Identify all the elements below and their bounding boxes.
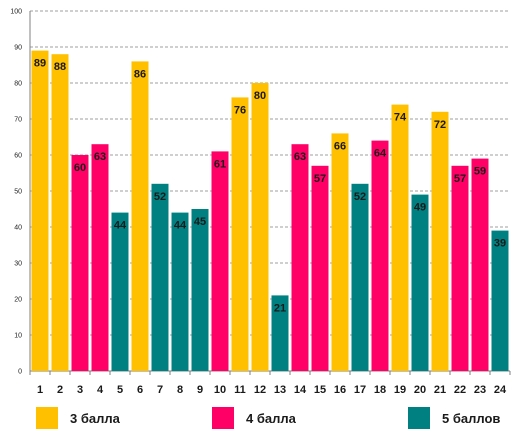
bar bbox=[131, 61, 149, 372]
legend-item-4: 4 балла bbox=[212, 406, 296, 430]
x-tick-label: 20 bbox=[414, 384, 426, 396]
y-tick-label: 50 bbox=[14, 189, 22, 196]
data-label: 39 bbox=[494, 238, 506, 250]
legend-item-5: 5 баллов bbox=[408, 406, 500, 430]
x-tick-labels: 1 2 3 4 5 6 7 8 9 10 11 12 13 14 15 16 17 18 19 20 21 22 23 24 bbox=[37, 384, 507, 396]
data-label: 80 bbox=[254, 90, 266, 102]
y-tick-label: 30 bbox=[14, 261, 22, 268]
y-tick-label: 80 bbox=[14, 81, 22, 88]
bar bbox=[51, 54, 69, 371]
y-tick-label: 90 bbox=[14, 45, 22, 52]
y-tick-labels: 0 10 20 30 40 50 60 70 80 90 100 bbox=[10, 9, 22, 376]
x-tick-label: 8 bbox=[177, 384, 183, 396]
bars bbox=[31, 50, 509, 372]
y-tick-label: 100 bbox=[10, 9, 22, 16]
bar bbox=[71, 155, 89, 371]
bar bbox=[251, 83, 269, 371]
x-tick-label: 21 bbox=[434, 384, 446, 396]
x-tick-label: 7 bbox=[157, 384, 163, 396]
bar bbox=[491, 230, 509, 371]
x-tick-label: 19 bbox=[394, 384, 406, 396]
legend-label-4: 4 балла bbox=[246, 410, 296, 426]
data-label: 52 bbox=[354, 191, 366, 203]
data-label: 60 bbox=[74, 162, 86, 174]
bar bbox=[331, 133, 349, 371]
x-tick-label: 11 bbox=[234, 384, 246, 396]
data-label: 57 bbox=[454, 173, 466, 185]
bar bbox=[431, 111, 449, 372]
data-label: 57 bbox=[314, 173, 326, 185]
data-labels: 89 88 60 63 44 86 52 44 45 61 76 80 21 63 57 66 52 64 74 49… bbox=[34, 58, 506, 315]
x-tick-label: 17 bbox=[354, 384, 366, 396]
axes bbox=[29, 11, 511, 375]
bar bbox=[191, 209, 209, 371]
x-tick-label: 3 bbox=[77, 384, 83, 396]
x-tick-label: 4 bbox=[97, 384, 104, 396]
data-label: 21 bbox=[274, 302, 286, 314]
legend-label-5: 5 баллов bbox=[442, 410, 501, 426]
data-label: 61 bbox=[214, 158, 226, 170]
data-label: 88 bbox=[54, 61, 66, 73]
data-label: 52 bbox=[154, 191, 166, 203]
legend-item-3: 3 балла bbox=[36, 406, 120, 430]
legend-label-3: 3 балла bbox=[70, 410, 120, 426]
x-tick-label: 9 bbox=[197, 384, 203, 396]
y-tick-label: 60 bbox=[14, 153, 22, 160]
bar bbox=[351, 183, 369, 371]
bar bbox=[311, 165, 329, 371]
legend-swatch-4 bbox=[212, 407, 234, 429]
data-label: 63 bbox=[94, 151, 106, 163]
bar bbox=[391, 104, 409, 371]
x-tick-label: 12 bbox=[254, 384, 266, 396]
y-tick-label: 20 bbox=[14, 297, 22, 304]
bar bbox=[211, 151, 229, 371]
bar bbox=[371, 140, 389, 371]
bar bbox=[291, 144, 309, 371]
bar bbox=[271, 295, 289, 371]
legend-swatch-3 bbox=[36, 407, 58, 429]
data-label: 63 bbox=[294, 151, 306, 163]
bar bbox=[91, 144, 109, 371]
x-tick-label: 23 bbox=[474, 384, 486, 396]
legend-swatch-5 bbox=[408, 407, 430, 429]
x-tick-label: 15 bbox=[314, 384, 326, 396]
bar bbox=[151, 183, 169, 371]
data-label: 45 bbox=[194, 216, 206, 228]
bar bbox=[231, 97, 249, 372]
x-tick-label: 2 bbox=[57, 384, 63, 396]
data-label: 64 bbox=[374, 148, 387, 160]
data-label: 89 bbox=[34, 58, 46, 70]
gridlines bbox=[30, 10, 510, 336]
x-tick-label: 5 bbox=[117, 384, 123, 396]
data-label: 44 bbox=[174, 220, 187, 232]
data-label: 72 bbox=[434, 119, 446, 131]
x-tick-label: 10 bbox=[214, 384, 226, 396]
data-label: 76 bbox=[234, 104, 246, 116]
x-tick-label: 14 bbox=[294, 384, 307, 396]
y-tick-label: 10 bbox=[14, 333, 22, 340]
x-tick-label: 1 bbox=[37, 384, 43, 396]
y-tick-label: 40 bbox=[14, 225, 22, 232]
x-tick-label: 6 bbox=[137, 384, 143, 396]
x-tick-label: 22 bbox=[454, 384, 466, 396]
data-label: 74 bbox=[394, 112, 407, 124]
bar bbox=[451, 165, 469, 371]
x-tick-label: 24 bbox=[494, 384, 507, 396]
data-label: 86 bbox=[134, 68, 146, 80]
bar bbox=[111, 212, 129, 371]
y-tick-label: 70 bbox=[14, 117, 22, 124]
x-tick-label: 16 bbox=[334, 384, 346, 396]
y-tick-label: 0 bbox=[18, 369, 22, 376]
x-tick-label: 18 bbox=[374, 384, 386, 396]
data-label: 49 bbox=[414, 202, 426, 214]
bar bbox=[411, 194, 429, 371]
data-label: 66 bbox=[334, 140, 346, 152]
x-tick-label: 13 bbox=[274, 384, 286, 396]
bar bbox=[471, 158, 489, 371]
bar bbox=[31, 50, 49, 371]
data-label: 59 bbox=[474, 166, 486, 178]
data-label: 44 bbox=[114, 220, 127, 232]
bar bbox=[171, 212, 189, 371]
